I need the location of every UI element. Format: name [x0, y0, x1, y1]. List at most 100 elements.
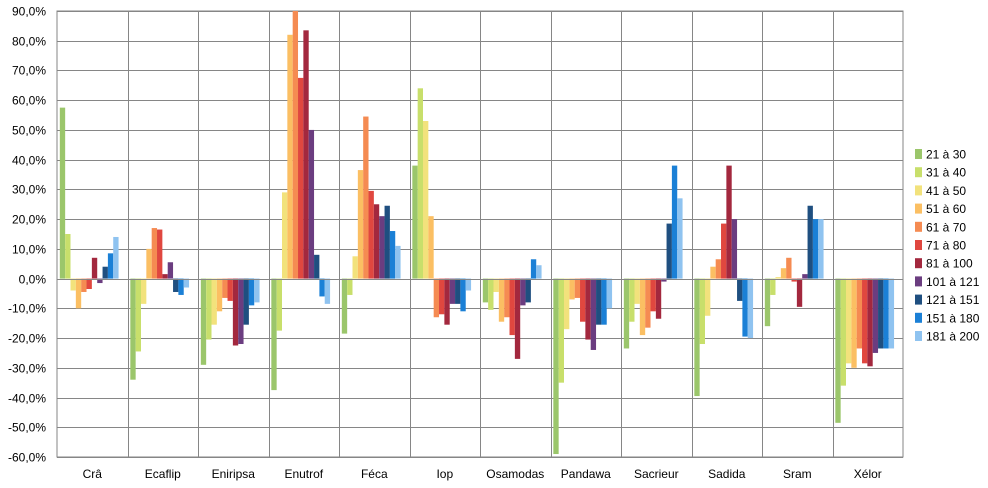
legend-swatch [915, 240, 922, 250]
bar [178, 278, 184, 295]
legend-swatch [915, 221, 922, 232]
legend-label: 121 à 151 [926, 293, 980, 307]
x-category-label: Sacrieur [634, 467, 679, 481]
bar [726, 165, 732, 279]
bar [347, 278, 353, 295]
bar [146, 248, 152, 279]
bar [167, 262, 174, 279]
bar [525, 278, 531, 303]
x-category-label: Xélor [854, 467, 882, 481]
bar [384, 205, 390, 279]
bar [780, 268, 787, 279]
bar [222, 278, 228, 298]
bar [314, 254, 320, 279]
bar [737, 278, 743, 301]
bar-series [59, 11, 895, 455]
x-category-label: Enutrof [284, 467, 323, 481]
legend-swatch [915, 167, 922, 178]
y-tick-label: 80,0% [12, 35, 46, 49]
bar [455, 278, 461, 304]
legend-swatch [915, 312, 922, 323]
bar [227, 278, 233, 301]
legend-swatch [915, 294, 922, 305]
bar [107, 253, 114, 279]
legend-swatch [915, 185, 922, 196]
y-tick-label: 20,0% [12, 213, 46, 227]
bar [135, 278, 141, 352]
bar [412, 165, 418, 279]
bar [590, 278, 597, 350]
bar [200, 278, 207, 365]
legend-label: 71 à 80 [926, 239, 966, 253]
bar [357, 170, 364, 279]
bar [851, 278, 857, 368]
bar [580, 278, 586, 322]
bar [482, 278, 489, 303]
bar [395, 245, 401, 279]
bar [319, 278, 325, 297]
y-tick-label: 70,0% [12, 64, 46, 78]
bar [379, 216, 385, 279]
bar [807, 205, 813, 279]
bar [574, 278, 581, 298]
bar [530, 259, 537, 279]
bar [878, 278, 884, 349]
y-tick-label: -60,0% [8, 451, 46, 465]
bar [271, 278, 277, 391]
bar [428, 216, 434, 279]
bar [666, 223, 672, 279]
bar [206, 278, 212, 340]
bar [493, 278, 499, 292]
bar [141, 278, 147, 304]
bar [157, 229, 163, 279]
bar [276, 278, 282, 331]
bar [216, 278, 223, 312]
legend-swatch [915, 203, 922, 214]
bar [292, 11, 299, 279]
bar [86, 278, 92, 290]
bar [341, 278, 348, 334]
bar [373, 204, 380, 279]
bar [802, 274, 808, 279]
bar [856, 278, 863, 349]
legend-label: 81 à 100 [926, 257, 973, 271]
bar [775, 277, 781, 279]
bar [694, 278, 700, 397]
bar [243, 278, 249, 325]
y-tick-label: 50,0% [12, 124, 46, 138]
bar [308, 129, 315, 279]
bar [504, 278, 510, 318]
bar [352, 256, 358, 279]
bar [585, 278, 591, 340]
x-category-label: Sadida [708, 467, 746, 481]
y-tick-label: -40,0% [8, 392, 46, 406]
legend-swatch [915, 276, 922, 287]
bar [70, 278, 76, 291]
bar [601, 278, 607, 325]
legend-swatch [915, 258, 922, 269]
bar [433, 278, 440, 318]
bar [232, 278, 239, 346]
x-category-label: Crâ [83, 467, 103, 481]
bar [677, 198, 683, 279]
bar [439, 278, 445, 315]
bar [770, 278, 776, 295]
legend: 21 à 30 31 à 40 41 à 50 51 à 60 61 à 70 71 à … [915, 148, 980, 344]
legend-label: 181 à 200 [926, 330, 980, 344]
bar [151, 228, 158, 279]
x-axis-category-labels: Crâ Ecaflip Eniripsa Enutrof Féca Iop Osamodas… [83, 467, 882, 481]
legend-label: 101 à 121 [926, 275, 980, 289]
bar [564, 278, 570, 330]
bar [460, 278, 466, 312]
y-tick-label: 0,0% [19, 273, 47, 287]
bar [747, 278, 754, 339]
bar [867, 278, 873, 367]
bar [423, 121, 429, 279]
y-tick-label: 30,0% [12, 183, 46, 197]
gridlines [56, 10, 904, 458]
bar [835, 278, 841, 423]
bar [389, 231, 396, 279]
bar [862, 278, 868, 364]
bar [65, 234, 71, 279]
bar [449, 278, 456, 304]
